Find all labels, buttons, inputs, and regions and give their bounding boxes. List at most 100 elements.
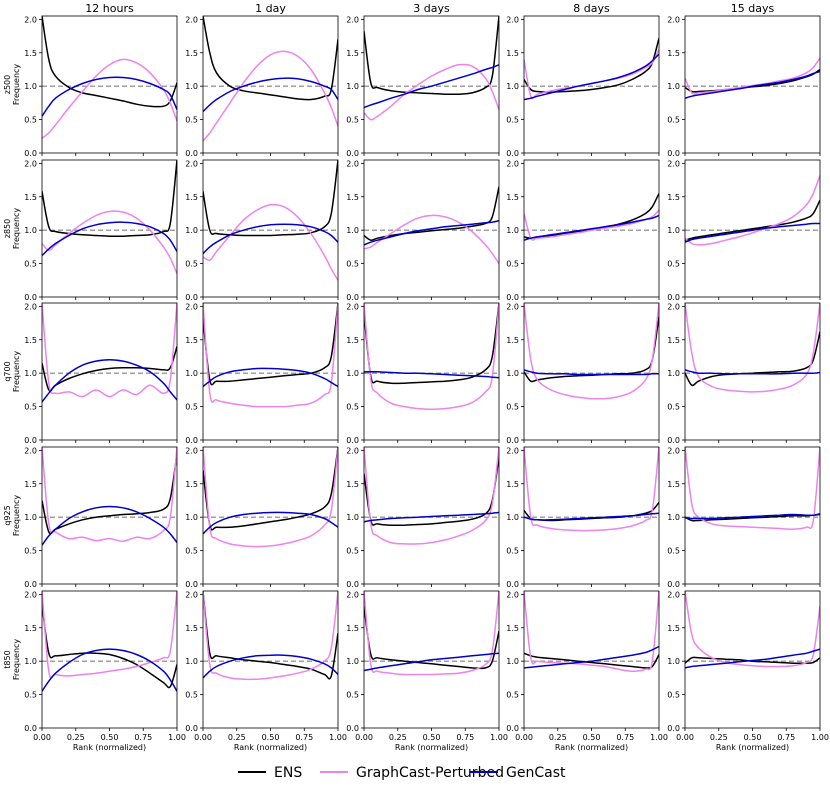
series-line-gencast xyxy=(364,511,499,523)
y-tick-label: 1.0 xyxy=(346,369,359,378)
series-line-ens xyxy=(42,160,177,238)
legend-item-graphcast-perturbed: GraphCast-Perturbed xyxy=(320,765,504,781)
y-tick-label: 1.5 xyxy=(346,480,359,489)
y-tick-label: 0.5 xyxy=(185,260,198,269)
x-axis-label: Rank (normalized) xyxy=(234,743,307,752)
x-tick-label: 1.00 xyxy=(650,733,668,742)
y-tick-label: 1.5 xyxy=(667,480,680,489)
series-group xyxy=(524,447,659,532)
y-tick-label: 0.0 xyxy=(667,293,680,302)
y-tick-label: 0.0 xyxy=(185,149,198,158)
y-tick-label: 0.5 xyxy=(185,691,198,700)
y-tick-label: 1.5 xyxy=(506,480,519,489)
x-tick-label: 0.00 xyxy=(355,733,373,742)
y-tick-label: 1.5 xyxy=(185,193,198,202)
y-tick-label: 1.0 xyxy=(667,657,680,666)
panel-t850-8-days: 0.0 0.5 1.0 1.5 2.0 0.00 0.25 0.50 0.75 1.00 Rank … xyxy=(506,590,668,752)
panel-z850-1-day: 0.0 0.5 1.0 1.5 2.0 xyxy=(185,159,339,302)
y-tick-label: 0.5 xyxy=(24,547,37,556)
y-tick-label: 1.0 xyxy=(24,82,37,91)
y-tick-label: 0.5 xyxy=(506,260,519,269)
panel-frame xyxy=(684,590,821,729)
series-line-graphcast-perturbed xyxy=(42,303,177,398)
panel-z500-8-days: 0.0 0.5 1.0 1.5 2.0 xyxy=(506,15,660,158)
panel-frame xyxy=(363,15,500,154)
y-axis-label: Frequency xyxy=(12,208,21,250)
legend-label: GenCast xyxy=(506,765,566,781)
panel-q700-8-days: 0.0 0.5 1.0 1.5 2.0 xyxy=(506,302,660,445)
legend-label: GraphCast-Perturbed xyxy=(356,765,504,781)
y-tick-label: 1.0 xyxy=(506,226,519,235)
y-axis-label: Frequency xyxy=(12,495,21,537)
panel-grid: 12 hours 1 day 3 days 8 days 15 days 0.0 0.5 1.… xyxy=(3,2,829,752)
y-tick-label: 2.0 xyxy=(506,159,519,168)
y-tick-label: 0.0 xyxy=(506,293,519,302)
column-title: 12 hours xyxy=(85,2,134,15)
panel-z500-1-day: 0.0 0.5 1.0 1.5 2.0 xyxy=(185,15,339,158)
panel-frame xyxy=(684,302,821,441)
legend-item-gencast: GenCast xyxy=(470,765,566,781)
x-tick-label: 0.25 xyxy=(710,733,728,742)
series-line-graphcast-perturbed xyxy=(685,591,820,668)
panel-frame xyxy=(41,302,178,441)
y-tick-label: 0.0 xyxy=(506,724,519,733)
y-tick-label: 0.5 xyxy=(346,547,359,556)
y-axis-label: Frequency xyxy=(12,351,21,393)
y-tick-label: 2.0 xyxy=(667,302,680,311)
series-line-graphcast-perturbed xyxy=(364,63,499,121)
series-line-graphcast-perturbed xyxy=(364,303,499,411)
series-group xyxy=(685,303,820,393)
y-tick-label: 1.0 xyxy=(506,657,519,666)
x-tick-label: 0.25 xyxy=(67,733,85,742)
y-tick-label: 1.0 xyxy=(185,513,198,522)
y-tick-label: 0.0 xyxy=(667,149,680,158)
series-group xyxy=(524,591,659,672)
panel-z850-3-days: 0.0 0.5 1.0 1.5 2.0 xyxy=(346,159,500,302)
y-tick-label: 0.0 xyxy=(346,724,359,733)
series-line-gencast xyxy=(42,76,177,117)
y-tick-label: 1.0 xyxy=(24,513,37,522)
series-group xyxy=(42,591,177,692)
y-tick-label: 2.0 xyxy=(24,302,37,311)
series-line-ens xyxy=(685,331,820,387)
series-group xyxy=(203,160,338,281)
series-line-gencast xyxy=(524,214,659,241)
panel-q925-12-hours: 0.0 0.5 1.0 1.5 2.0 q925 Frequency xyxy=(3,446,178,589)
y-tick-label: 2.0 xyxy=(506,15,519,24)
y-tick-label: 1.5 xyxy=(506,49,519,58)
series-line-ens xyxy=(364,186,499,242)
panel-t850-15-days: 0.0 0.5 1.0 1.5 2.0 0.00 0.25 0.50 0.75 1.00 Rank … xyxy=(667,590,829,752)
row-label: z500 xyxy=(3,75,12,94)
series-group xyxy=(203,303,338,408)
row-label: q700 xyxy=(3,361,12,381)
series-group xyxy=(685,175,820,246)
series-group xyxy=(364,303,499,411)
panel-q925-15-days: 0.0 0.5 1.0 1.5 2.0 xyxy=(667,446,821,589)
y-tick-label: 2.0 xyxy=(185,15,198,24)
series-group xyxy=(364,591,499,676)
y-tick-label: 2.0 xyxy=(667,590,680,599)
panel-z500-15-days: 0.0 0.5 1.0 1.5 2.0 xyxy=(667,15,821,158)
y-tick-label: 1.0 xyxy=(667,82,680,91)
series-line-gencast xyxy=(685,648,820,669)
series-line-ens xyxy=(203,16,338,101)
y-tick-label: 0.5 xyxy=(506,403,519,412)
panel-t850-1-day: 0.0 0.5 1.0 1.5 2.0 0.00 0.25 0.50 0.75 1.00 Rank … xyxy=(185,590,347,752)
y-tick-label: 1.5 xyxy=(185,480,198,489)
y-tick-label: 2.0 xyxy=(506,590,519,599)
series-line-ens xyxy=(364,456,499,527)
x-tick-label: 0.75 xyxy=(616,733,634,742)
series-line-graphcast-perturbed xyxy=(524,447,659,532)
y-tick-label: 0.5 xyxy=(667,691,680,700)
y-tick-label: 1.0 xyxy=(667,226,680,235)
y-tick-label: 0.5 xyxy=(506,547,519,556)
panel-q700-1-day: 0.0 0.5 1.0 1.5 2.0 xyxy=(185,302,339,445)
series-group xyxy=(524,193,659,241)
series-line-ens xyxy=(42,604,177,689)
series-group xyxy=(524,37,659,101)
series-line-gencast xyxy=(524,53,659,101)
y-tick-label: 1.5 xyxy=(506,624,519,633)
series-line-graphcast-perturbed xyxy=(685,175,820,246)
series-line-gencast xyxy=(203,367,338,388)
